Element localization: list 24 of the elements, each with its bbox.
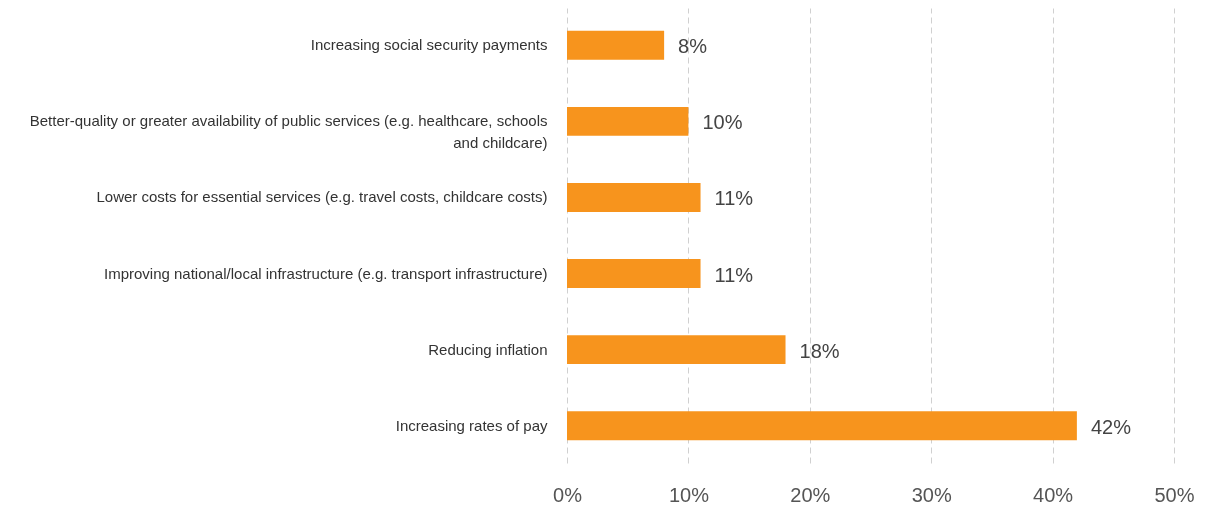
- y-tick-label: Increasing rates of pay: [395, 416, 548, 434]
- y-tick-label: Increasing social security payments: [310, 36, 548, 54]
- bar: [567, 183, 701, 212]
- bar: [567, 30, 665, 60]
- x-tick-label: 0%: [553, 483, 583, 506]
- bar: [567, 335, 786, 365]
- data-label: 18%: [799, 339, 840, 362]
- x-tick-label: 50%: [1154, 483, 1195, 506]
- data-label: 11%: [714, 187, 754, 210]
- y-tick-label: Improving national/local infrastructure (e.g. transport infrastructure): [103, 264, 548, 282]
- data-label: 11%: [714, 263, 754, 286]
- y-tick-label: Better-quality or greater availability of public services (e.g. healthcare, schools and childcare): [29, 112, 548, 152]
- y-tick-label: Lower costs for essential services (e.g. travel costs, childcare costs): [96, 188, 548, 206]
- bar: [567, 411, 1077, 441]
- data-label: 8%: [678, 35, 708, 58]
- x-tick-label: 10%: [668, 483, 710, 506]
- x-tick-label: 40%: [1033, 483, 1074, 506]
- y-tick-label: Reducing inflation: [428, 340, 548, 358]
- x-tick-label: 30%: [911, 483, 952, 506]
- data-label: 10%: [702, 111, 743, 134]
- data-label: 42%: [1090, 415, 1132, 438]
- bar: [567, 259, 701, 288]
- bar: [567, 106, 689, 136]
- x-tick-label: 20%: [790, 483, 831, 506]
